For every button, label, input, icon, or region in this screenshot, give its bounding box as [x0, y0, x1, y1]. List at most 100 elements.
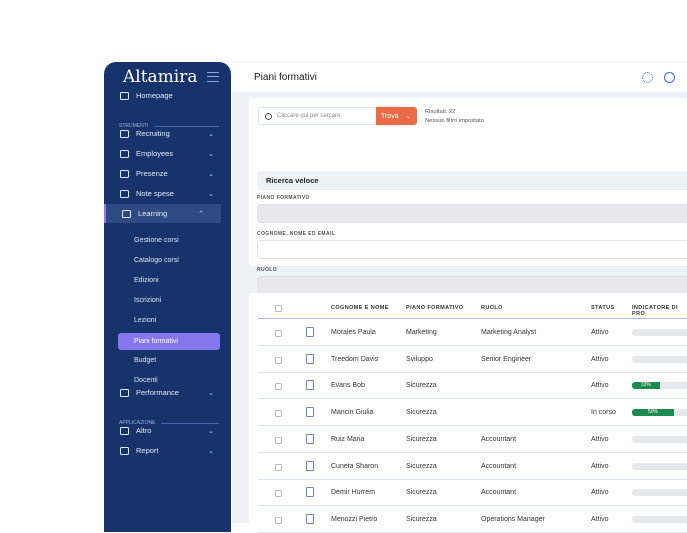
sidebar-item-homepage[interactable]: Homepage [104, 86, 231, 105]
chevron-down-icon[interactable]: ⌄ [208, 150, 214, 158]
sidebar-item-learning[interactable]: Learning ⌃ [104, 204, 221, 223]
document-edit-icon[interactable] [306, 487, 314, 498]
table-row[interactable]: Demir Hurrem Sicurezza Accountant Attivo [258, 479, 687, 507]
sidebar-item-label: Performance [136, 388, 179, 397]
chevron-down-icon[interactable]: ⌄ [208, 130, 214, 138]
submenu-lezioni[interactable]: Lezioni [134, 317, 157, 324]
cell-status: Attivo [591, 382, 609, 390]
table-row[interactable]: Menozzi Pietro Sicurezza Operations Mana… [258, 506, 687, 533]
chevron-down-icon[interactable]: ⌄ [208, 447, 214, 455]
document-edit-icon[interactable] [306, 353, 314, 364]
cell-status: Attivo [591, 329, 609, 336]
col-role[interactable]: RUOLO [481, 305, 503, 311]
cell-name: Demir Hurrem [331, 489, 375, 497]
calendar-icon [120, 169, 129, 178]
progress-bar [632, 462, 687, 470]
sidebar-item-label: Employees [136, 149, 174, 158]
chevron-up-icon[interactable]: ⌃ [198, 210, 204, 218]
submenu-edizioni[interactable]: Edizioni [134, 277, 159, 284]
col-name[interactable]: COGNOME E NOME [331, 305, 389, 311]
row-checkbox[interactable] [275, 356, 282, 364]
chevron-down-icon[interactable]: ⌄ [405, 113, 411, 120]
document-edit-icon[interactable] [306, 380, 314, 391]
section-strumenti: STRUMENTI [119, 123, 219, 129]
table-row[interactable]: Treedom Davis Sviluppo Senior Engineer A… [258, 346, 687, 373]
clock-icon[interactable] [664, 72, 675, 83]
cell-role: Accountant [481, 462, 517, 470]
submenu-iscrizioni[interactable]: Iscrizioni [134, 297, 162, 304]
sidebar-item-label: Note spese [136, 189, 174, 198]
id-card-icon [120, 149, 129, 158]
cell-status: In corso [591, 409, 616, 417]
submenu-gestione-corsi[interactable]: Gestione corsi [134, 237, 179, 244]
document-edit-icon[interactable] [306, 433, 314, 444]
sidebar-item-recruiting[interactable]: Recruiting ⌄ [104, 124, 231, 143]
field-label-name: COGNOME, NOME ED EMAIL [257, 231, 336, 237]
chevron-down-icon[interactable]: ⌄ [208, 389, 214, 397]
cell-role: Accountant [481, 435, 517, 443]
row-checkbox[interactable] [275, 436, 282, 444]
cell-name: Treedom Davis [331, 355, 379, 363]
hamburger-menu-icon[interactable] [207, 72, 219, 82]
row-checkbox[interactable] [275, 383, 282, 391]
table-row[interactable]: Mancin Giulia Sicurezza In corso 50% [258, 399, 687, 427]
document-edit-icon[interactable] [306, 407, 314, 418]
document-edit-icon[interactable] [306, 327, 314, 337]
sidebar-item-presenze[interactable]: Presenze ⌄ [104, 164, 231, 183]
sidebar-item-performance[interactable]: Performance ⌄ [104, 383, 231, 402]
gear-icon[interactable] [642, 72, 653, 83]
progress-bar: 33% [632, 382, 687, 390]
sidebar-item-report[interactable]: Report ⌄ [104, 441, 231, 460]
cell-status: Attivo [591, 435, 609, 443]
chevron-down-icon[interactable]: ⌄ [208, 427, 214, 435]
row-checkbox[interactable] [275, 410, 282, 418]
name-email-field[interactable] [257, 240, 687, 259]
cell-role: Operations Manager [481, 515, 545, 523]
cell-name: Mancin Giulia [331, 409, 374, 417]
sidebar-item-note-spese[interactable]: Note spese ⌄ [104, 184, 231, 203]
submenu-budget[interactable]: Budget [134, 357, 157, 364]
plan-field[interactable] [257, 204, 687, 223]
cell-plan: Sviluppo [406, 355, 433, 363]
document-edit-icon[interactable] [306, 513, 314, 524]
submenu-piani-formativi[interactable]: Piani formativi [118, 333, 220, 350]
quick-search-header[interactable]: Ricerca veloce [257, 171, 687, 190]
receipt-icon [120, 189, 129, 198]
section-label: STRUMENTI [119, 123, 149, 129]
book-icon [122, 209, 131, 218]
home-icon [120, 91, 129, 100]
table-row[interactable]: Ruiz Maria Sicurezza Accountant Attivo [258, 426, 687, 453]
cell-plan: Sicurezza [406, 462, 437, 470]
filter-card: Cliccare qui per cercare Trova ⌄ Risultat… [249, 98, 687, 295]
chevron-down-icon[interactable]: ⌄ [208, 170, 214, 178]
row-checkbox[interactable] [275, 490, 282, 498]
cell-name: Morales Paula [331, 329, 376, 336]
cell-plan: Marketing [406, 329, 437, 336]
sidebar-item-altro[interactable]: Altro ⌄ [104, 421, 231, 440]
chevron-down-icon[interactable]: ⌄ [208, 190, 214, 198]
cell-plan: Sicurezza [406, 409, 437, 417]
find-button[interactable]: Trova ⌄ [376, 107, 417, 125]
table-row[interactable]: Cuneta Sharon Sicurezza Accountant Attiv… [258, 453, 687, 480]
sidebar-item-label: Altro [136, 426, 152, 435]
page-title: Piani formativi [254, 72, 317, 83]
gauge-icon [120, 388, 129, 397]
report-icon [120, 446, 129, 455]
submenu-docenti[interactable]: Docenti [134, 377, 158, 384]
table-row[interactable]: Evans Bob Sicurezza Attivo 33% [258, 372, 687, 400]
row-checkbox[interactable] [275, 330, 282, 337]
sidebar-item-employees[interactable]: Employees ⌄ [104, 144, 231, 163]
select-all-checkbox[interactable] [275, 305, 282, 312]
progress-bar [632, 435, 687, 443]
col-plan[interactable]: PIANO FORMATIVO [406, 305, 464, 311]
submenu-catalogo-corsi[interactable]: Catalogo corsi [134, 257, 179, 264]
header-divider [258, 318, 687, 319]
cell-plan: Sicurezza [406, 515, 437, 523]
row-checkbox[interactable] [275, 463, 282, 471]
document-edit-icon[interactable] [306, 460, 314, 471]
table-row[interactable]: Morales Paula Marketing Marketing Analys… [258, 319, 687, 346]
col-progress[interactable]: INDICATORE DI PRO [632, 305, 678, 317]
find-label: Trova [381, 112, 399, 120]
col-status[interactable]: STATUS [591, 305, 615, 311]
search-placeholder: Cliccare qui per cercare [277, 113, 341, 119]
